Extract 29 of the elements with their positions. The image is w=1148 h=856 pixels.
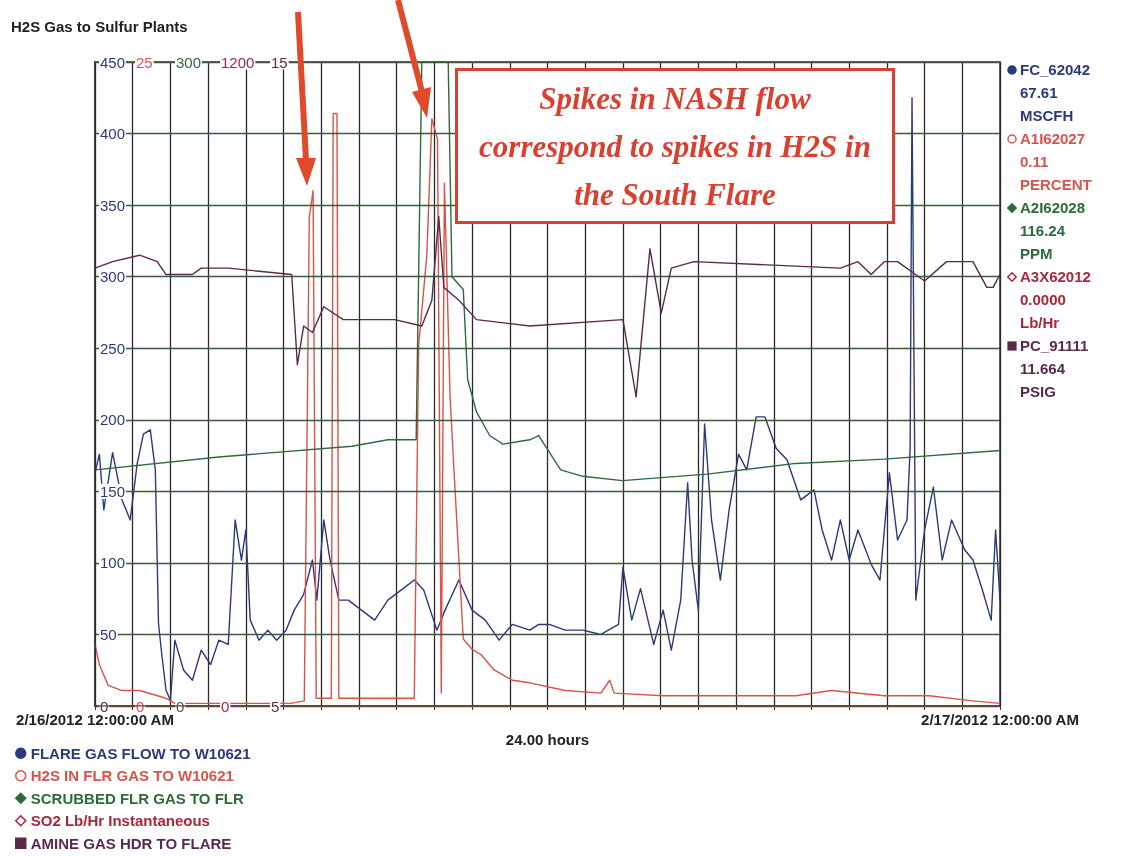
legend-label: FLARE GAS FLOW TO W10621 xyxy=(30,744,251,762)
legend-label: AMINE GAS HDR TO FLARE xyxy=(30,834,232,852)
y3-tick-label: 300 xyxy=(176,53,202,71)
x-tick-label: 2/17/2012 12:00:00 AM xyxy=(921,711,1079,728)
y2-tick-label: 5 xyxy=(271,697,280,715)
text: A1I62027 0.11 PERCENT xyxy=(1019,129,1093,195)
text: A3X62012 0.0000 Lb/Hr xyxy=(1019,267,1092,333)
y-tick-label: 150 xyxy=(100,482,126,500)
y-tick-label: 1200 xyxy=(221,53,255,71)
y-tick-label: 100 xyxy=(100,554,126,572)
x-axis-title: 24.00 hours xyxy=(505,730,590,748)
y-tick-label: 50 xyxy=(100,625,117,643)
legend-label: SCRUBBED FLR GAS TO FLR xyxy=(30,789,244,807)
y-tick-label: 350 xyxy=(100,196,126,214)
y-tick-label: 250 xyxy=(100,339,126,357)
y-tick-label: 200 xyxy=(100,411,126,429)
text: PC_91111 11.664 PSIG xyxy=(1019,336,1090,402)
legend-label: H2S IN FLR GAS TO W10621 xyxy=(30,767,234,785)
line-series xyxy=(94,215,1001,398)
annotation: Spikes in NASH flow correspond to spikes in H2S in the South Flare xyxy=(455,68,895,224)
text: A2I62028 116.24 PPM xyxy=(1019,198,1087,264)
y-tick-label: 450 xyxy=(100,53,126,71)
legend-label: SO2 Lb/Hr Instantaneous xyxy=(30,812,210,830)
y2-tick-label: 15 xyxy=(271,53,288,71)
text: FC_62042 67.61 MSCFH xyxy=(1019,60,1092,126)
chart-title: H2S Gas to Sulfur Plants xyxy=(11,18,188,35)
y-tick-label: 400 xyxy=(100,125,126,143)
y2-tick-label: 25 xyxy=(136,53,153,71)
y-tick-label: 300 xyxy=(100,268,126,286)
